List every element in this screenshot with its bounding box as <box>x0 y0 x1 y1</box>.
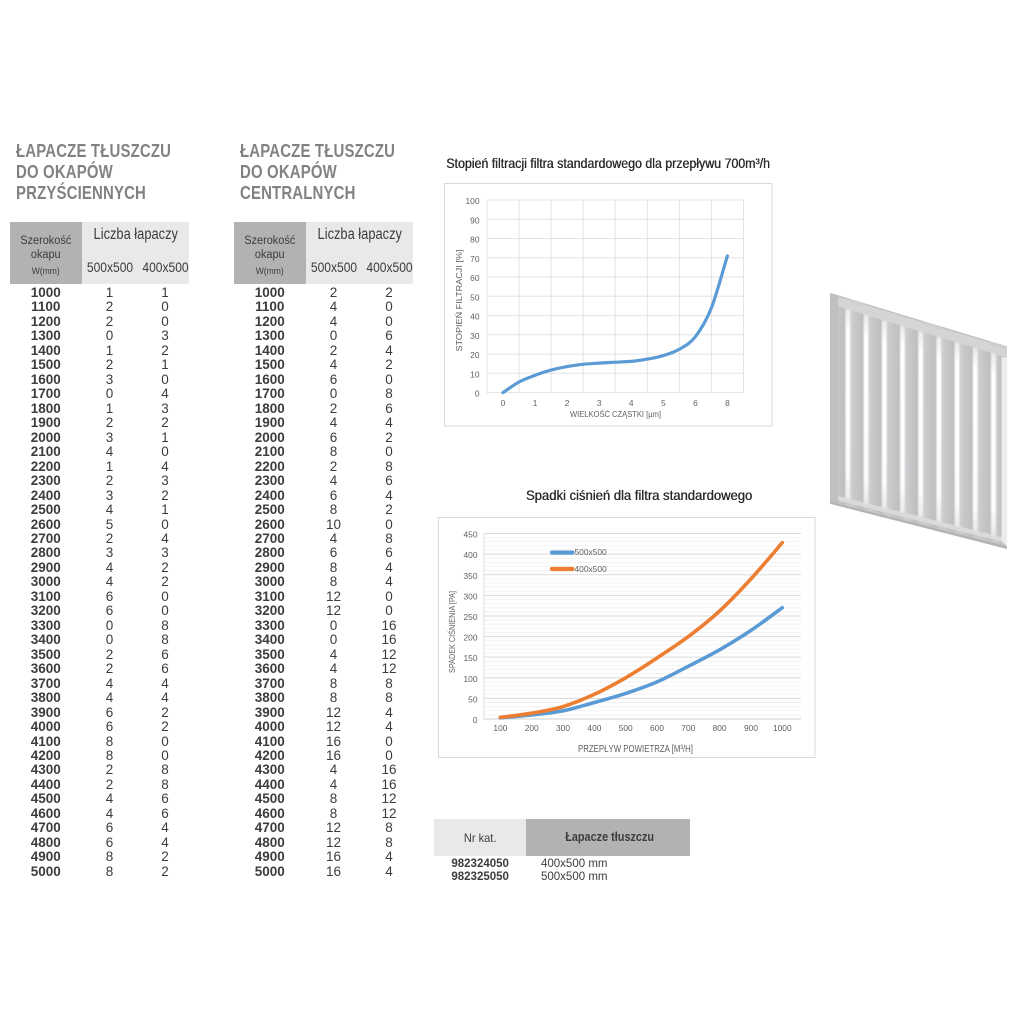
svg-text:900: 900 <box>744 723 758 733</box>
svg-text:500: 500 <box>619 723 633 733</box>
svg-text:50: 50 <box>470 292 480 302</box>
svg-text:5: 5 <box>661 398 666 408</box>
svg-text:0: 0 <box>501 398 506 408</box>
svg-text:8: 8 <box>725 398 730 408</box>
svg-text:100: 100 <box>466 196 480 206</box>
svg-text:30: 30 <box>470 331 480 341</box>
svg-text:SPADEK CIŚNIENIA [PA]: SPADEK CIŚNIENIA [PA] <box>446 591 457 673</box>
svg-text:250: 250 <box>464 612 478 622</box>
svg-text:0: 0 <box>473 715 478 725</box>
svg-text:50: 50 <box>468 694 478 704</box>
svg-text:800: 800 <box>713 723 727 733</box>
svg-text:100: 100 <box>464 674 478 684</box>
svg-text:2: 2 <box>565 398 570 408</box>
svg-text:70: 70 <box>470 254 480 264</box>
svg-text:100: 100 <box>493 723 507 733</box>
svg-text:0: 0 <box>475 389 480 399</box>
svg-text:1000: 1000 <box>773 723 792 733</box>
svg-text:20: 20 <box>470 350 480 360</box>
svg-text:600: 600 <box>650 723 664 733</box>
svg-text:200: 200 <box>464 633 478 643</box>
svg-text:150: 150 <box>464 653 478 663</box>
svg-text:90: 90 <box>470 215 480 225</box>
svg-text:400: 400 <box>464 550 478 560</box>
svg-text:PRZEPŁYW POWIETRZA [M³/H]: PRZEPŁYW POWIETRZA [M³/H] <box>578 744 693 755</box>
svg-text:450: 450 <box>464 530 478 540</box>
svg-text:300: 300 <box>556 723 570 733</box>
svg-text:WIELKOŚĆ CZĄSTKI [µm]: WIELKOŚĆ CZĄSTKI [µm] <box>570 408 661 419</box>
svg-text:40: 40 <box>470 312 480 322</box>
svg-text:60: 60 <box>470 273 480 283</box>
svg-text:4: 4 <box>629 398 634 408</box>
svg-text:200: 200 <box>525 723 539 733</box>
svg-text:3: 3 <box>597 398 602 408</box>
svg-text:400x500: 400x500 <box>575 564 607 574</box>
svg-text:700: 700 <box>681 723 695 733</box>
svg-text:500x500: 500x500 <box>575 547 607 557</box>
svg-text:400: 400 <box>587 723 601 733</box>
svg-text:10: 10 <box>470 369 480 379</box>
svg-text:STOPIEŃ FILTRACJI [%]: STOPIEŃ FILTRACJI [%] <box>454 250 464 352</box>
svg-text:1: 1 <box>533 398 538 408</box>
svg-text:6: 6 <box>693 398 698 408</box>
svg-text:300: 300 <box>464 591 478 601</box>
svg-text:80: 80 <box>470 235 480 245</box>
svg-text:350: 350 <box>464 571 478 581</box>
